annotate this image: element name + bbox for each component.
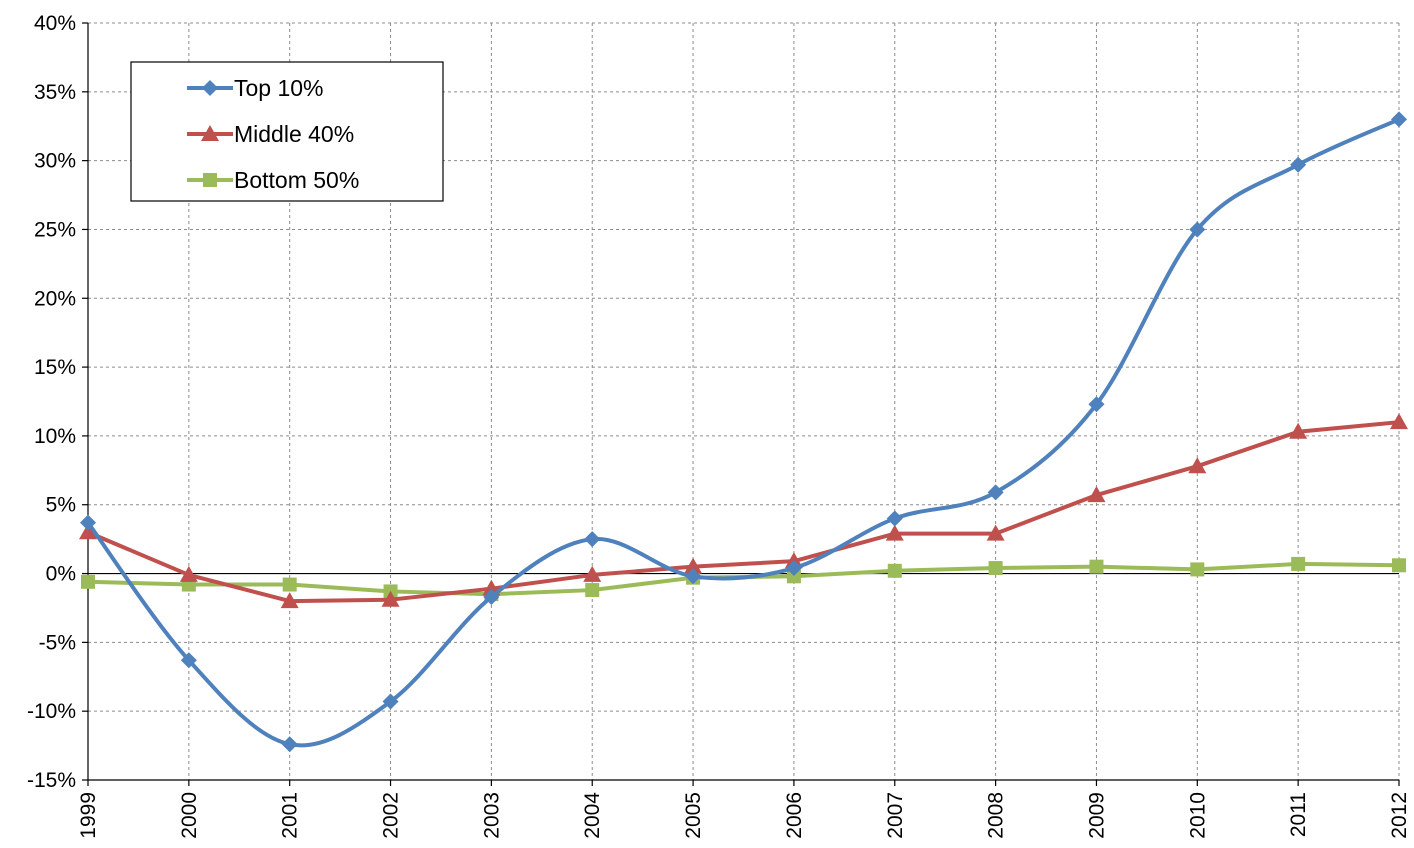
data-point-bottom-50 [1190,562,1205,577]
x-tick-label: 2008 [985,792,1008,839]
data-point-middle-40 [885,524,904,541]
data-point-top-10 [987,484,1004,501]
series-middle-40 [79,413,1408,609]
legend-box [130,61,444,202]
axes [82,22,1400,786]
x-tick-label: 2011 [1287,792,1310,837]
data-point-top-10 [886,510,903,527]
data-point-top-10 [281,736,298,753]
data-point-top-10 [584,531,601,548]
data-point-top-10 [483,588,500,605]
legend-marker-top-10 [202,80,218,96]
x-tick-label: 2000 [178,792,201,839]
legend-label-top-10: Top 10% [234,75,324,101]
x-tick-label: 2007 [884,792,907,839]
x-tick-label: 2005 [682,792,705,839]
data-point-bottom-50 [1089,559,1104,574]
y-tick-label: 20% [34,287,76,310]
data-point-middle-40 [1289,422,1308,439]
data-point-middle-40 [179,565,198,582]
data-point-bottom-50 [887,563,902,578]
data-point-middle-40 [1087,486,1106,503]
data-point-top-10 [1189,221,1206,238]
y-tick-label: 40% [34,12,76,35]
x-tick-label: 2006 [783,792,806,839]
data-point-top-10 [180,652,197,669]
data-point-bottom-50 [585,583,600,598]
y-tick-label: -5% [39,631,76,654]
data-point-bottom-50 [988,561,1003,576]
series-group [79,111,1408,753]
y-tick-label: -15% [27,769,76,792]
legend: Top 10% Middle 40% Bottom 50% [130,61,444,202]
series-top-10 [80,111,1407,753]
data-point-middle-40 [1188,457,1207,474]
x-tick-label: 1999 [77,792,100,839]
data-point-middle-40 [79,523,97,540]
x-tick-label: 2009 [1085,792,1108,839]
data-point-top-10 [80,514,96,531]
y-tick-label: 0% [46,563,76,586]
y-tick-label: 5% [46,494,76,517]
x-tick-label: 2003 [480,792,503,839]
legend-marker-middle-40 [201,125,219,141]
data-point-top-10 [1088,396,1105,413]
x-tick-label: 2010 [1186,792,1209,839]
y-tick-label: 15% [34,356,76,379]
data-point-middle-40 [280,592,299,609]
data-point-top-10 [1391,111,1407,128]
data-point-middle-40 [381,590,400,607]
legend-marker-bottom-50 [203,173,217,187]
x-axis-tick-labels: 1999 2000 2001 2002 2003 2004 2005 2006 2007 2008… [77,792,1411,839]
x-tick-label: 2002 [380,792,403,839]
y-tick-label: 35% [34,81,76,104]
data-point-top-10 [1290,156,1307,173]
data-point-bottom-50 [81,574,95,589]
series-line-middle-40 [87,420,1400,604]
y-tick-label: -10% [27,700,76,723]
y-tick-label: 10% [34,425,76,448]
series-line-top-10 [86,117,1400,748]
data-point-top-10 [685,568,702,585]
data-point-middle-40 [684,557,703,574]
x-tick-label: 2012 [1388,792,1411,839]
legend-label-bottom-50: Bottom 50% [234,167,359,193]
x-tick-label: 2004 [581,792,604,839]
data-point-bottom-50 [282,577,297,592]
data-point-middle-40 [583,565,602,582]
data-point-middle-40 [1390,413,1408,430]
x-tick-label: 2001 [279,792,302,839]
data-point-bottom-50 [1392,558,1406,573]
y-tick-label: 30% [34,150,76,173]
data-point-bottom-50 [1291,556,1306,571]
data-point-top-10 [382,693,399,710]
data-point-middle-40 [986,524,1005,541]
data-point-top-10 [785,560,802,577]
y-axis-tick-labels: 40% 35% 30% 25% 20% 15% 10% 5% 0% -5% -10% -15% [27,12,76,792]
data-point-bottom-50 [786,569,801,584]
y-tick-label: 25% [34,218,76,241]
legend-label-middle-40: Middle 40% [234,121,354,147]
